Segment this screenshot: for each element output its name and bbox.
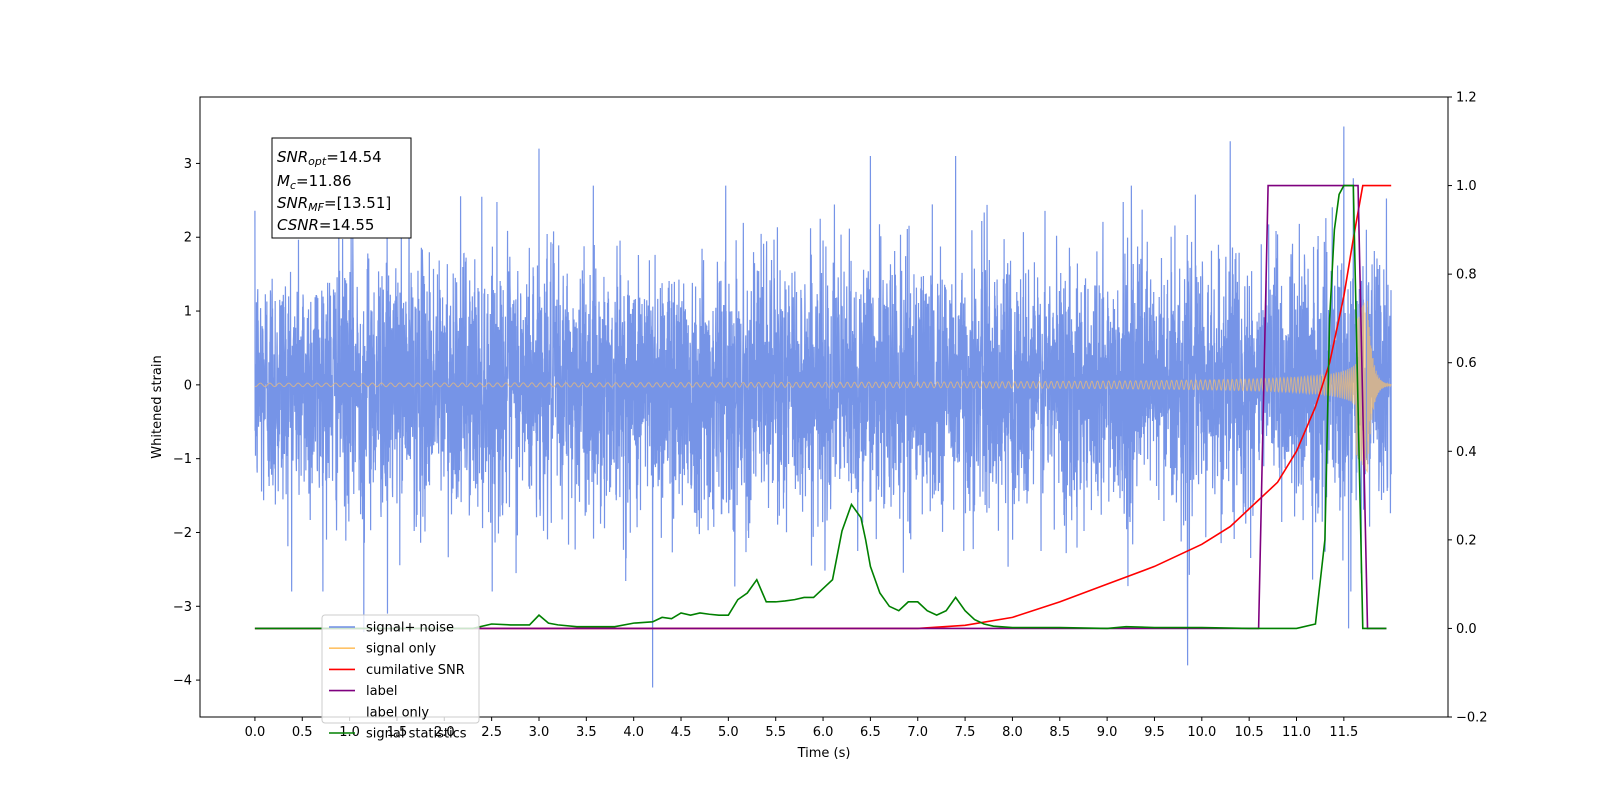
legend-label: cumilative SNR [366, 663, 465, 678]
x-tick-label: 8.0 [1002, 725, 1023, 740]
x-tick-label: 7.5 [955, 725, 976, 740]
y-right-tick-label: 1.2 [1456, 91, 1477, 106]
series-label [254, 184, 1387, 630]
y-left-tick-label: −2 [173, 526, 192, 541]
legend-entries: signal+ noise signal only cumilative SNR la… [329, 621, 467, 742]
x-tick-label: 10.0 [1187, 725, 1216, 740]
x-tick-label: 0.0 [245, 725, 266, 740]
x-tick-label: 3.5 [576, 725, 597, 740]
x-tick-label: 9.5 [1144, 725, 1165, 740]
series-signal-only [254, 300, 1392, 474]
y-left-tick-label: 2 [184, 231, 192, 246]
y-left-tick-label: 1 [184, 305, 192, 320]
legend-label: signal statistics [366, 727, 467, 742]
annotation-box: SNRopt=14.54 Mc=11.86 SNRMF=[13.51] CSNR… [271, 137, 412, 239]
y-left-tick-label: −3 [173, 600, 192, 615]
x-tick-label: 4.5 [671, 725, 692, 740]
series-signal-noise [254, 126, 1392, 688]
plot-frame [199, 96, 1449, 718]
x-axis: 0.0 0.5 1.0 1.5 2.0 2.5 3.0 3.5 4.0 4.5 5.0 5.5 6.0 6… [245, 717, 1358, 740]
legend-label: signal only [366, 642, 436, 657]
y-right-tick-label: 0.4 [1456, 445, 1477, 460]
y-right-tick-label: 0.8 [1456, 268, 1477, 283]
y-right-tick-label: 0.2 [1456, 533, 1477, 548]
y-axis-right: −0.2 0.0 0.2 0.4 0.6 0.8 1.0 1.2 [1448, 91, 1488, 726]
legend-label: signal+ noise [366, 621, 454, 636]
x-tick-label: 11.0 [1282, 725, 1311, 740]
y-right-tick-label: 0.0 [1456, 622, 1477, 637]
plot-area-series [254, 126, 1392, 688]
legend: signal+ noise signal only cumilative SNR la… [321, 614, 480, 742]
annotation-snr-opt: SNRopt=14.54 [277, 148, 382, 168]
y-right-tick-label: −0.2 [1456, 711, 1488, 726]
y-right-tick-label: 0.6 [1456, 356, 1477, 371]
annotation-mc: Mc=11.86 [277, 172, 352, 192]
x-tick-label: 5.0 [718, 725, 739, 740]
x-tick-label: 6.5 [860, 725, 881, 740]
x-tick-label: 8.5 [1049, 725, 1070, 740]
legend-label: label [366, 684, 397, 699]
x-tick-label: 4.0 [623, 725, 644, 740]
x-tick-label: 9.0 [1097, 725, 1118, 740]
x-tick-label: 1.5 [387, 725, 408, 740]
y-axis-label: Whitened strain [150, 355, 165, 458]
y-axis-left: −4 −3 −2 −1 0 1 2 3 [173, 157, 200, 689]
y-left-tick-label: 0 [184, 378, 192, 393]
annotation-csnr: CSNR=14.55 [277, 216, 374, 234]
x-tick-label: 10.5 [1235, 725, 1264, 740]
annotation-snr-mf: SNRMF=[13.51] [277, 194, 391, 214]
legend-label: label only [366, 705, 429, 720]
x-tick-label: 2.5 [481, 725, 502, 740]
x-tick-label: 2.0 [434, 725, 455, 740]
x-tick-label: 7.0 [907, 725, 928, 740]
x-tick-label: 0.5 [292, 725, 313, 740]
annotation-frame [271, 137, 412, 239]
y-left-tick-label: 3 [184, 157, 192, 172]
x-tick-label: 6.0 [813, 725, 834, 740]
series-signal-statistics [254, 184, 1387, 630]
x-axis-label: Time (s) [797, 746, 851, 761]
x-tick-label: 3.0 [529, 725, 550, 740]
y-right-tick-label: 1.0 [1456, 179, 1477, 194]
y-left-tick-label: −4 [173, 674, 192, 689]
series-cumilative-snr [254, 184, 1392, 630]
y-left-tick-label: −1 [173, 452, 192, 467]
legend-frame [321, 614, 480, 724]
x-tick-label: 11.5 [1329, 725, 1358, 740]
x-tick-label: 5.5 [765, 725, 786, 740]
